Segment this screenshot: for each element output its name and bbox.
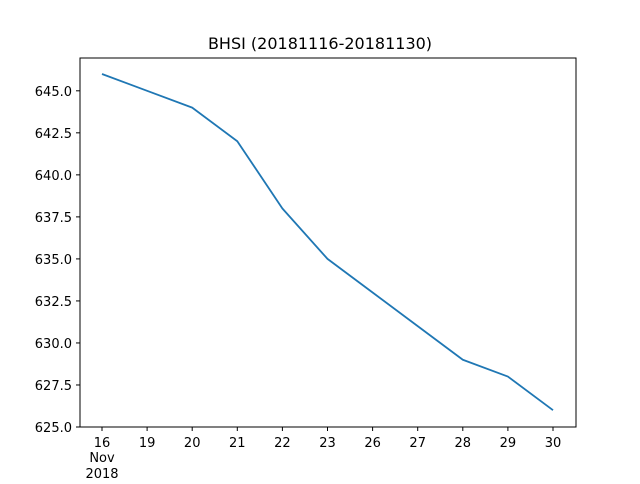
y-axis: 625.0 627.5 630.0 632.5 635.0 637.5 640.0 642.5… — [35, 85, 80, 436]
y-tick-label: 635.0 — [35, 253, 72, 268]
series-line — [101, 73, 554, 411]
chart-title: BHSI (20181116-20181130) — [208, 34, 432, 53]
y-tick-label: 645.0 — [35, 85, 72, 100]
x-tick-label: 22 — [274, 436, 291, 451]
y-tick-label: 625.0 — [35, 421, 72, 436]
x-tick-label: 21 — [229, 436, 246, 451]
y-tick-label: 637.5 — [35, 211, 72, 226]
x-tick-label: 19 — [139, 436, 156, 451]
y-tick-label: 630.0 — [35, 337, 72, 352]
x-tick-label: 28 — [455, 436, 472, 451]
x-tick-label: 16 — [94, 436, 111, 451]
x-tick-label: 23 — [319, 436, 336, 451]
x-tick-label: 20 — [184, 436, 201, 451]
x-tick-label: 27 — [409, 436, 426, 451]
x-tick-label: 30 — [545, 436, 562, 451]
x-axis-month-label: Nov — [89, 451, 115, 466]
x-tick-label: 26 — [364, 436, 381, 451]
y-tick-label: 642.5 — [35, 127, 72, 142]
x-tick-label: 29 — [500, 436, 517, 451]
series-layer — [101, 73, 554, 411]
y-tick-label: 627.5 — [35, 379, 72, 394]
x-axis-year-label: 2018 — [85, 467, 118, 480]
x-axis: 16 19 20 21 22 23 26 27 28 29 30 — [94, 427, 562, 451]
y-tick-label: 632.5 — [35, 295, 72, 310]
plot-area-frame — [79, 57, 577, 428]
y-tick-label: 640.0 — [35, 169, 72, 184]
